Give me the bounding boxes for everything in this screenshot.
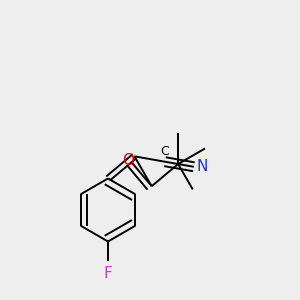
Text: O: O [122,152,134,167]
Text: N: N [197,159,208,174]
Text: C: C [160,145,169,158]
Text: F: F [103,266,112,281]
